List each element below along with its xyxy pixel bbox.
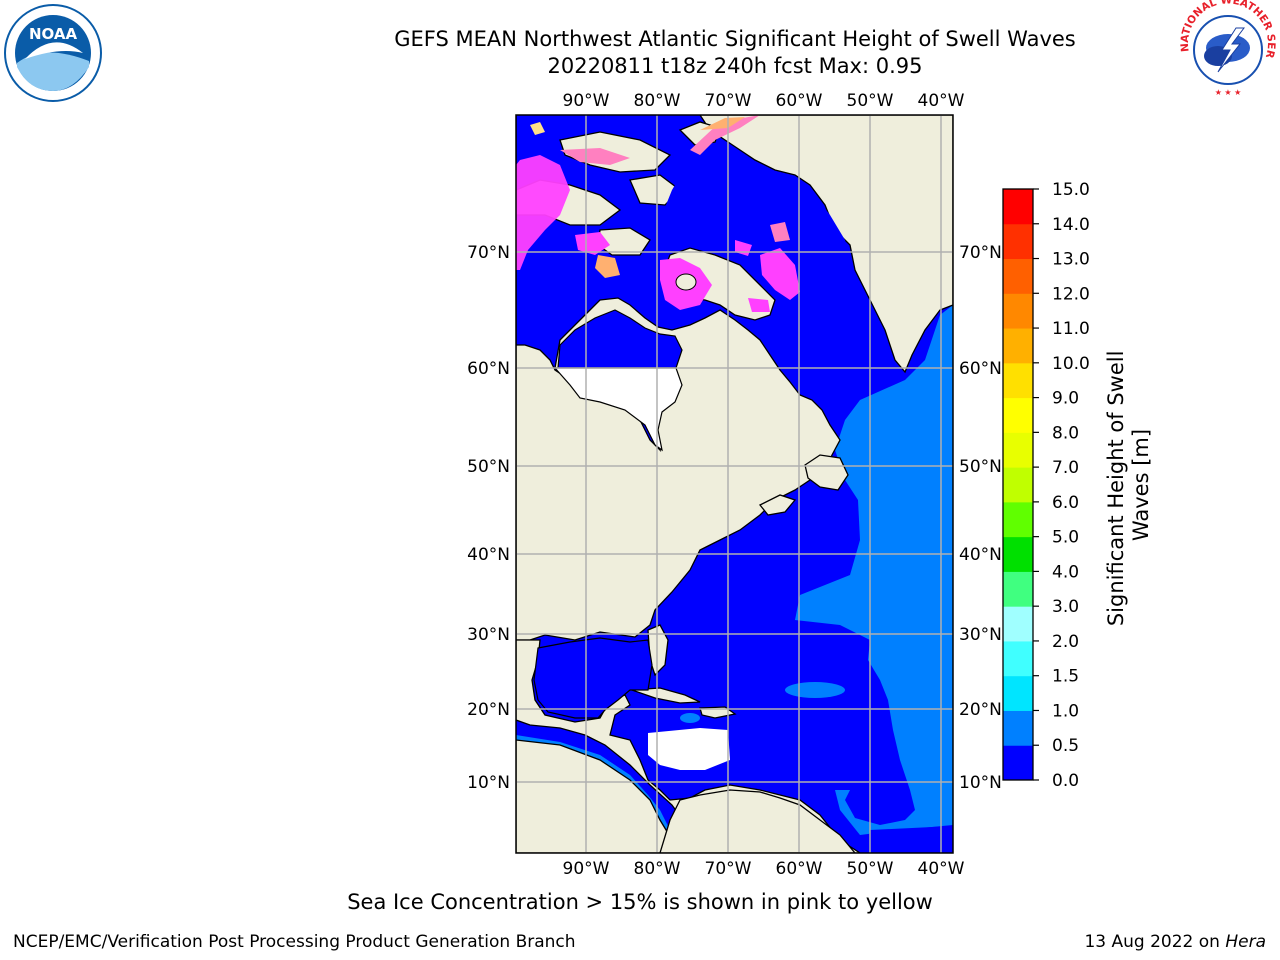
lat-label: 10°N: [467, 773, 510, 793]
lon-label: 50°W: [847, 859, 894, 879]
colorbar-tick-label: 1.0: [1052, 701, 1079, 721]
svg-text:★ ★ ★: ★ ★ ★: [1215, 88, 1242, 97]
lat-label: 40°N: [467, 545, 510, 565]
noaa-logo: NOAA: [4, 4, 102, 102]
colorbar-tick-label: 2.0: [1052, 632, 1079, 652]
colorbar-swatch: [1003, 397, 1033, 433]
lat-labels-right: 70°N 60°N 50°N 40°N 30°N 20°N 10°N: [959, 243, 1002, 793]
colorbar-tick-label: 4.0: [1052, 562, 1079, 582]
lon-label: 60°W: [776, 91, 823, 111]
land-greenland: [699, 115, 953, 374]
colorbar-swatch: [1003, 536, 1033, 572]
colorbar-swatch: [1003, 467, 1033, 503]
colorbar-tick-label: 1.5: [1052, 667, 1079, 687]
colorbar-tick-label: 7.0: [1052, 458, 1079, 478]
noaa-logo-text: NOAA: [29, 25, 78, 43]
swell-zone-east: [795, 305, 953, 835]
no-data-caribbean: [648, 728, 730, 770]
lat-label: 50°N: [959, 457, 1002, 477]
chart-title: GEFS MEAN Northwest Atlantic Significant…: [394, 27, 1076, 51]
colorbar-swatch: [1003, 501, 1033, 538]
lat-labels-left: 70°N 60°N 50°N 40°N 30°N 20°N 10°N: [467, 243, 510, 793]
colorbar-tick-label: 14.0: [1052, 215, 1090, 235]
lat-label: 60°N: [959, 359, 1002, 379]
colorbar-swatch: [1003, 258, 1033, 294]
lon-labels-top: 90°W 80°W 70°W 60°W 50°W 40°W: [563, 91, 965, 111]
lat-label: 40°N: [959, 545, 1002, 565]
lat-label: 20°N: [467, 700, 510, 720]
colorbar-tick-label: 3.0: [1052, 597, 1079, 617]
colorbar-label: Significant Height of Swell Waves [m]: [1104, 344, 1153, 626]
lat-label: 70°N: [467, 243, 510, 263]
footer-date-text: 13 Aug 2022 on: [1084, 932, 1226, 952]
map-frame: [515, 114, 954, 854]
lat-label: 30°N: [959, 625, 1002, 645]
lat-label: 30°N: [467, 625, 510, 645]
sea-ice-note: Sea Ice Concentration > 15% is shown in …: [347, 890, 933, 914]
land-masses: [516, 115, 953, 853]
colorbar: 0.0 0.5 1.0 1.5 2.0 3.0 4.0 5.0 6.0 7.0 8.0 9.0 10.0…: [1002, 180, 1090, 791]
colorbar-tick-label: 13.0: [1052, 250, 1090, 270]
lon-label: 70°W: [705, 859, 752, 879]
lon-label: 90°W: [563, 859, 610, 879]
swell-patch-caribbean: [680, 713, 700, 723]
footer-date: 13 Aug 2022 on Hera: [1084, 932, 1266, 952]
colorbar-swatch: [1003, 328, 1033, 364]
colorbar-tick-label: 0.5: [1052, 736, 1079, 756]
lon-label: 40°W: [918, 859, 965, 879]
colorbar-swatch: [1003, 362, 1033, 399]
lat-label: 70°N: [959, 243, 1002, 263]
colorbar-tick-label: 5.0: [1052, 528, 1079, 548]
lon-label: 80°W: [634, 859, 681, 879]
swell-zone-southeast: [865, 826, 953, 853]
lon-label: 90°W: [563, 91, 610, 111]
colorbar-swatch: [1003, 710, 1033, 746]
colorbar-swatch: [1003, 675, 1033, 711]
colorbar-tick-label: 9.0: [1052, 389, 1079, 409]
colorbar-tick-label: 11.0: [1052, 319, 1090, 339]
colorbar-swatch: [1003, 640, 1033, 677]
lat-label: 10°N: [959, 773, 1002, 793]
colorbar-swatch: [1003, 432, 1033, 468]
colorbar-swatch: [1003, 293, 1033, 329]
colorbar-label-line1: Significant Height of Swell: [1104, 351, 1128, 627]
lon-label: 60°W: [776, 859, 823, 879]
lat-label: 50°N: [467, 457, 510, 477]
gulf-of-mexico: [533, 637, 653, 719]
colorbar-frame: [1002, 188, 1034, 781]
map-panel: [516, 115, 953, 853]
colorbar-swatch: [1003, 571, 1033, 607]
lon-label: 70°W: [705, 91, 752, 111]
land-south-america: [659, 789, 856, 853]
colorbar-tick-label: 6.0: [1052, 493, 1079, 513]
lon-labels-bottom: 90°W 80°W 70°W 60°W 50°W 40°W: [563, 859, 965, 879]
lon-label: 50°W: [847, 91, 894, 111]
hudson-bay: [557, 309, 683, 369]
map-gridlines: [516, 115, 953, 853]
lon-label: 40°W: [918, 91, 965, 111]
colorbar-tick-label: 15.0: [1052, 180, 1090, 200]
colorbar-swatch: [1003, 745, 1033, 781]
colorbar-tick-label: 8.0: [1052, 423, 1079, 443]
colorbar-tick-label: 10.0: [1052, 354, 1090, 374]
footer-host: Hera: [1225, 932, 1266, 952]
nws-logo: NATIONAL WEATHER SERVICE ★ ★ ★: [1178, 0, 1277, 98]
colorbar-tick-label: 12.0: [1052, 284, 1090, 304]
colorbar-swatch: [1003, 606, 1033, 642]
colorbar-tick-label: 0.0: [1052, 771, 1079, 791]
sea-ice: [516, 115, 800, 312]
colorbar-swatch: [1003, 189, 1033, 225]
footer-credit: NCEP/EMC/Verification Post Processing Pr…: [13, 932, 576, 952]
lon-label: 80°W: [634, 91, 681, 111]
chart-subtitle: 20220811 t18z 240h fcst Max: 0.95: [547, 54, 923, 78]
land-north-america: [516, 115, 841, 641]
lat-label: 20°N: [959, 700, 1002, 720]
baffin-bay: [660, 150, 850, 298]
colorbar-label-line2: Waves [m]: [1129, 429, 1153, 541]
lat-label: 60°N: [467, 359, 510, 379]
swell-patch-atlantic: [785, 682, 845, 698]
colorbar-swatch: [1003, 223, 1033, 260]
